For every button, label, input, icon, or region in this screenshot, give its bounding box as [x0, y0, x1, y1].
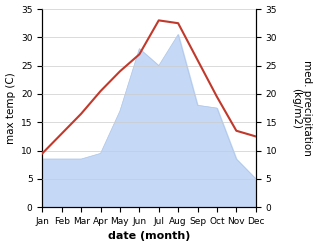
- X-axis label: date (month): date (month): [108, 231, 190, 242]
- Y-axis label: max temp (C): max temp (C): [5, 72, 16, 144]
- Y-axis label: med. precipitation
(kg/m2): med. precipitation (kg/m2): [291, 60, 313, 156]
